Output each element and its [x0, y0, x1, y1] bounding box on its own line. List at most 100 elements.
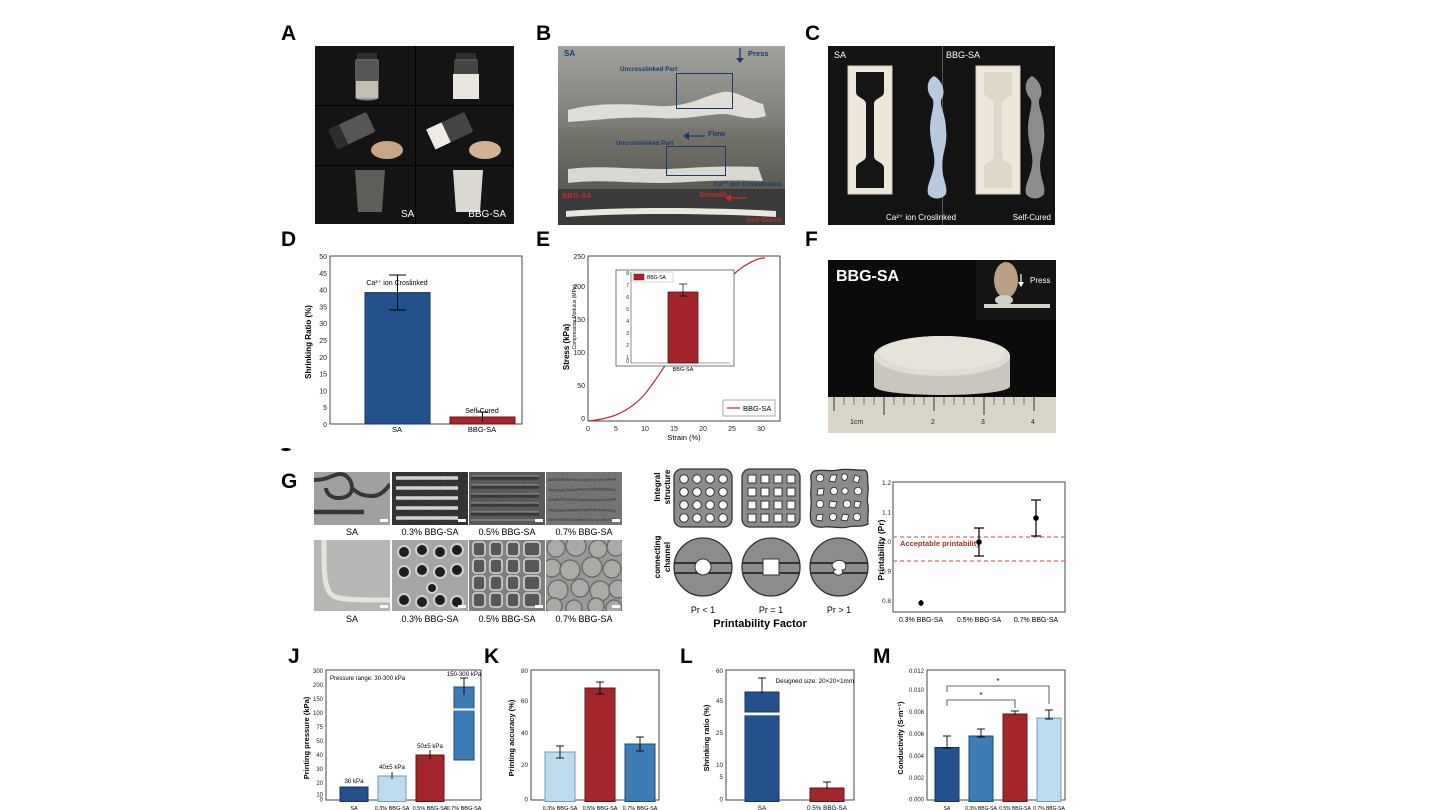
- svg-text:50: 50: [577, 383, 585, 390]
- svg-text:40: 40: [316, 753, 323, 759]
- svg-text:20: 20: [699, 426, 707, 433]
- svg-text:0.3% BBG-SA: 0.3% BBG-SA: [375, 806, 410, 810]
- svg-text:SA: SA: [944, 806, 951, 810]
- svg-text:250: 250: [573, 254, 585, 261]
- svg-text:0.000: 0.000: [909, 798, 925, 804]
- svg-text:Shrinking ratio (%): Shrinking ratio (%): [702, 704, 711, 771]
- svg-text:5: 5: [614, 426, 618, 433]
- svg-text:SA: SA: [758, 805, 767, 810]
- svg-text:20: 20: [521, 762, 529, 769]
- svg-text:Pr = 1: Pr = 1: [759, 605, 783, 615]
- svg-text:Shrinking Ratio (%): Shrinking Ratio (%): [304, 305, 313, 379]
- svg-text:60: 60: [716, 668, 724, 675]
- svg-text:0.7% BBG-SA: 0.7% BBG-SA: [1033, 806, 1065, 810]
- svg-text:2: 2: [626, 343, 629, 349]
- svg-text:BBG-SA: BBG-SA: [673, 367, 694, 373]
- svg-text:0.5% BBG-SA: 0.5% BBG-SA: [413, 806, 448, 810]
- svg-text:15: 15: [670, 426, 678, 433]
- svg-text:Pr > 1: Pr > 1: [827, 605, 851, 615]
- svg-text:10: 10: [716, 762, 724, 769]
- svg-text:3: 3: [981, 419, 985, 426]
- svg-text:0.008: 0.008: [909, 710, 925, 716]
- svg-text:8: 8: [626, 271, 629, 277]
- svg-text:5: 5: [719, 774, 723, 781]
- svg-text:30: 30: [757, 426, 765, 433]
- svg-text:Pressure range: 30-300 kPa: Pressure range: 30-300 kPa: [330, 676, 406, 682]
- svg-text:0.006: 0.006: [909, 732, 925, 738]
- svg-text:SA: SA: [350, 806, 358, 810]
- svg-text:1cm: 1cm: [850, 419, 863, 426]
- svg-text:45: 45: [319, 271, 327, 278]
- svg-text:10: 10: [641, 426, 649, 433]
- svg-text:BBG-SA: BBG-SA: [468, 425, 496, 434]
- svg-text:0: 0: [581, 416, 585, 423]
- svg-text:Compression Modulus (MPa): Compression Modulus (MPa): [572, 284, 578, 349]
- svg-text:0.012: 0.012: [909, 669, 925, 675]
- svg-text:0.5% BBG-SA: 0.5% BBG-SA: [957, 617, 1002, 624]
- svg-text:0: 0: [719, 797, 723, 804]
- svg-text:Strain (%): Strain (%): [667, 433, 701, 442]
- svg-text:0.3% BBG-SA: 0.3% BBG-SA: [965, 806, 997, 810]
- svg-text:0.010: 0.010: [909, 688, 925, 694]
- svg-text:75: 75: [316, 725, 323, 731]
- svg-text:0: 0: [524, 797, 528, 804]
- svg-text:300: 300: [313, 669, 324, 675]
- svg-text:50: 50: [319, 254, 327, 261]
- svg-text:Stress (kPa): Stress (kPa): [562, 324, 571, 371]
- svg-text:Conductivity (S·m⁻¹): Conductivity (S·m⁻¹): [896, 701, 905, 775]
- svg-text:5: 5: [626, 307, 629, 313]
- svg-text:Printing accuracy (%): Printing accuracy (%): [507, 699, 516, 776]
- svg-text:60: 60: [521, 698, 529, 705]
- svg-text:Printability Factor: Printability Factor: [713, 618, 807, 630]
- svg-text:150-300 kPa: 150-300 kPa: [447, 671, 482, 678]
- svg-text:0: 0: [626, 359, 629, 365]
- svg-text:20: 20: [316, 781, 323, 787]
- svg-text:50: 50: [316, 739, 323, 745]
- svg-text:15: 15: [319, 372, 327, 379]
- svg-text:0.8: 0.8: [882, 598, 891, 605]
- svg-text:40: 40: [521, 730, 529, 737]
- svg-text:0.7% BBG-SA: 0.7% BBG-SA: [1014, 617, 1059, 624]
- svg-text:3: 3: [626, 331, 629, 337]
- svg-text:channel: channel: [663, 542, 672, 572]
- svg-text:0.7% BBG-SA: 0.7% BBG-SA: [447, 806, 482, 810]
- svg-text:1.1: 1.1: [882, 510, 891, 517]
- svg-text:20: 20: [319, 355, 327, 362]
- svg-text:0: 0: [320, 798, 324, 804]
- svg-text:30 kPa: 30 kPa: [345, 778, 365, 785]
- svg-text:10: 10: [319, 388, 327, 395]
- svg-text:100: 100: [313, 711, 324, 717]
- svg-text:BBG-SA: BBG-SA: [647, 275, 667, 281]
- svg-text:25: 25: [319, 338, 327, 345]
- svg-text:0.002: 0.002: [909, 776, 925, 782]
- svg-text:40±5 kPa: 40±5 kPa: [379, 764, 405, 771]
- svg-text:5: 5: [323, 405, 327, 412]
- svg-text:0: 0: [586, 426, 590, 433]
- svg-text:25: 25: [728, 426, 736, 433]
- svg-text:200: 200: [313, 683, 324, 689]
- svg-text:0.3% BBG-SA: 0.3% BBG-SA: [899, 617, 944, 624]
- svg-text:Printing pressure (kPa): Printing pressure (kPa): [302, 696, 311, 779]
- svg-text:0.004: 0.004: [909, 754, 925, 760]
- svg-text:50±5 kPa: 50±5 kPa: [417, 743, 443, 750]
- svg-text:Designed size: 20×20×1mm: Designed size: 20×20×1mm: [776, 678, 854, 685]
- svg-text:Pr < 1: Pr < 1: [691, 605, 715, 615]
- svg-text:2: 2: [931, 419, 935, 426]
- svg-text:connecting: connecting: [653, 536, 662, 579]
- svg-text:BBG-SA: BBG-SA: [743, 404, 771, 413]
- svg-text:40: 40: [319, 288, 327, 295]
- svg-text:0.7% BBG-SA: 0.7% BBG-SA: [623, 806, 658, 810]
- svg-text:*: *: [996, 677, 999, 686]
- svg-text:4: 4: [626, 319, 629, 325]
- svg-text:35: 35: [319, 304, 327, 311]
- svg-text:100: 100: [573, 350, 585, 357]
- svg-text:30: 30: [316, 767, 323, 773]
- svg-text:*: *: [979, 691, 982, 700]
- svg-text:0: 0: [323, 422, 327, 429]
- svg-text:0.5% BBG-SA: 0.5% BBG-SA: [807, 805, 848, 810]
- svg-text:80: 80: [521, 668, 529, 675]
- svg-text:4: 4: [1031, 419, 1035, 426]
- svg-text:30: 30: [319, 321, 327, 328]
- svg-text:Self-Cured: Self-Cured: [465, 408, 499, 415]
- svg-text:Acceptable printability: Acceptable printability: [900, 539, 981, 548]
